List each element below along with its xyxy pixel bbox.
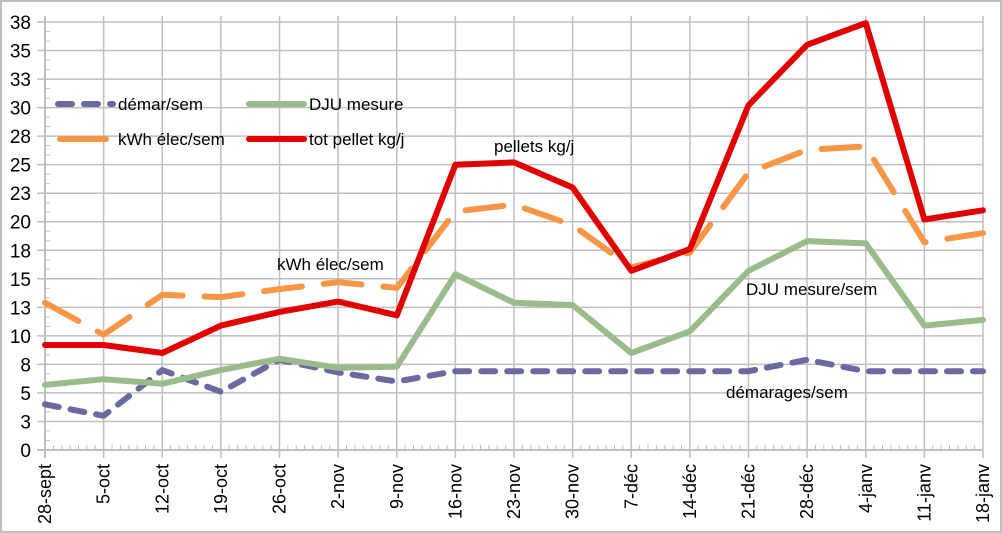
annotation-demarrages: démarages/sem [726, 383, 848, 402]
annotation-dju: DJU mesure/sem [746, 280, 877, 299]
x-tick-label: 26-oct [270, 464, 290, 514]
legend-entry-demar: démar/sem [55, 95, 203, 114]
x-tick-label: 9-nov [387, 464, 407, 509]
x-tick-label: 12-oct [152, 464, 172, 514]
y-tick-label: 10 [10, 327, 31, 348]
x-tick-label: 28-sept [35, 464, 55, 524]
annotations: pellets kg/j kWh élec/sem DJU mesure/sem… [277, 137, 877, 402]
legend-entry-kwh: kWh élec/sem [57, 130, 225, 149]
x-tick-label: 5-oct [94, 464, 114, 504]
legend-label-kwh: kWh élec/sem [118, 130, 225, 149]
x-tick-label: 30-nov [563, 464, 583, 519]
x-tick-label: 21-déc [739, 464, 759, 519]
y-tick-label: 23 [10, 184, 31, 205]
x-tick-label: 4-janv [856, 464, 876, 513]
legend-label-pellet: tot pellet kg/j [309, 130, 404, 149]
y-tick-label: 0 [20, 441, 31, 462]
y-tick-label: 35 [10, 42, 31, 63]
x-axis-tick-labels: 28-sept 5-oct 12-oct 19-oct 26-oct 2-nov 9-nov… [35, 464, 993, 524]
annotation-pellets: pellets kg/j [494, 137, 574, 156]
x-tick-label: 11-janv [914, 464, 934, 522]
x-tick-label: 7-déc [621, 464, 641, 509]
x-tick-label: 16-nov [445, 464, 465, 519]
y-tick-label: 5 [20, 384, 31, 405]
y-tick-label: 30 [10, 99, 31, 120]
y-tick-label: 25 [10, 156, 31, 177]
x-tick-label: 2-nov [328, 464, 348, 509]
x-tick-label: 14-déc [680, 464, 700, 519]
y-tick-label: 28 [10, 127, 31, 148]
legend-label-dju: DJU mesure [309, 95, 403, 114]
y-tick-label: 15 [10, 270, 31, 291]
x-tick-label: 28-déc [797, 464, 817, 519]
y-tick-label: 38 [10, 13, 31, 34]
y-tick-label: 20 [10, 213, 31, 234]
x-tick-label: 18-janv [973, 464, 993, 523]
series-line-kwh-lec-sem [42, 143, 986, 338]
legend: démar/sem DJU mesure kWh élec/sem tot pe… [55, 95, 404, 149]
legend-entry-dju: DJU mesure [246, 95, 403, 114]
y-tick-label: 8 [20, 355, 31, 376]
y-tick-label: 18 [10, 241, 31, 262]
x-tick-label: 19-oct [211, 464, 231, 514]
y-tick-label: 3 [20, 412, 31, 433]
legend-label-demar: démar/sem [118, 95, 203, 114]
x-tick-label: 23-nov [504, 464, 524, 519]
annotation-kwh: kWh élec/sem [277, 255, 384, 274]
y-tick-label: 33 [10, 70, 31, 91]
y-tick-label: 13 [10, 298, 31, 319]
legend-entry-pellet: tot pellet kg/j [246, 130, 404, 149]
series-lines [42, 20, 986, 419]
